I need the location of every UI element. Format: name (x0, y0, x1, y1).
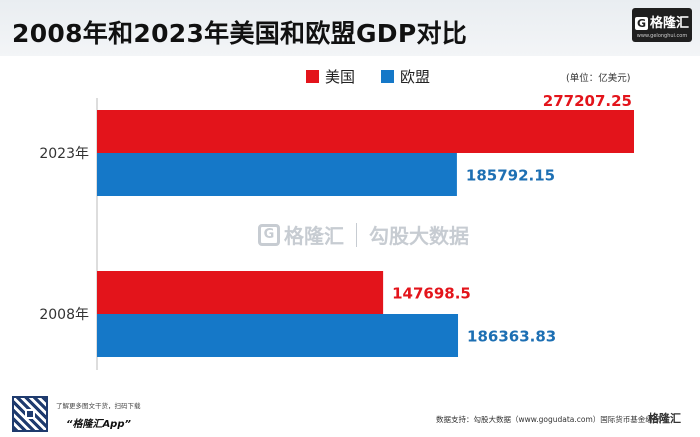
watermark-g-icon: G (258, 223, 280, 246)
watermark: G 格隆汇 勾股大数据 (258, 220, 469, 249)
legend-label-eu: 欧盟 (400, 68, 431, 86)
data-label: 185792.15 (466, 167, 555, 185)
legend-item-eu: 欧盟 (381, 66, 430, 87)
watermark-partner: 勾股大数据 (369, 224, 469, 248)
legend-item-us: 美国 (306, 66, 355, 87)
bar-us (97, 110, 634, 153)
page-title: 2008年和2023年美国和欧盟GDP对比 (12, 19, 468, 48)
y-tick-label: 2008年 (39, 307, 89, 323)
legend-swatch-us (306, 70, 319, 83)
header-band (0, 0, 700, 56)
bar-us (97, 271, 384, 314)
legend-label-us: 美国 (325, 68, 356, 86)
brand-logo-main: G 格隆汇 (634, 12, 689, 31)
brand-logo-text: 格隆汇 (649, 15, 689, 31)
data-label: 186363.83 (467, 328, 556, 346)
brand-logo-url: www.gelonghui.com (636, 32, 688, 39)
qr-code[interactable] (12, 396, 48, 432)
bar-eu (97, 153, 457, 196)
qr-logo-icon (25, 409, 35, 419)
data-label: 147698.5 (392, 285, 471, 303)
data-label: 277207.25 (543, 92, 632, 110)
g-logo-icon: G (634, 16, 648, 30)
legend-swatch-eu (381, 70, 395, 83)
watermark-brand: 格隆汇 (284, 224, 344, 248)
footer-qr-text: 了解更多图文干货，扫码下载 (56, 402, 141, 410)
bar-eu (97, 314, 459, 357)
footer-source: 数据支持：勾股大数据（www.gogudata.com）国际货币基金组织 (436, 415, 661, 424)
footer-app-name: “格隆汇App” (66, 419, 131, 430)
unit-label: (单位：亿美元) (566, 73, 631, 84)
y-tick-label: 2023年 (39, 146, 89, 162)
chart-legend: 美国 欧盟 (306, 66, 430, 87)
footer-logo: 格隆汇 (648, 412, 681, 425)
watermark-divider (356, 222, 357, 247)
brand-logo[interactable]: G 格隆汇 www.gelonghui.com (632, 8, 692, 42)
